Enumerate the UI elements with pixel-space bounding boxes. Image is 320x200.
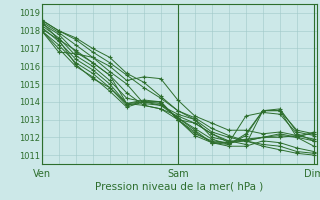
X-axis label: Pression niveau de la mer( hPa ): Pression niveau de la mer( hPa ) (95, 182, 263, 192)
